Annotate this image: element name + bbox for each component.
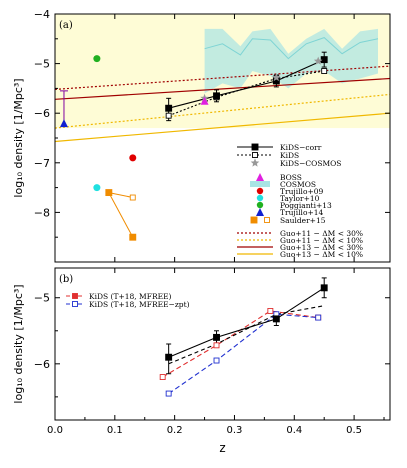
panel-a-label: (a) xyxy=(59,20,73,31)
legend-label: Trujillo+14 xyxy=(280,208,324,217)
kids-line xyxy=(168,70,325,117)
legend-marker xyxy=(256,208,264,216)
y-tick-label: −5 xyxy=(34,58,50,71)
mfree-line xyxy=(162,310,319,378)
saulder15-point xyxy=(129,233,137,241)
y-tick-label: −6 xyxy=(34,358,50,371)
mfree-point xyxy=(159,374,166,380)
legend-marker xyxy=(256,194,264,202)
y-axis-label: log₁₀ density [1/Mpc³] xyxy=(12,78,25,197)
legend-label: Taylor+10 xyxy=(280,194,320,203)
legend-label: COSMOS xyxy=(280,180,316,189)
kids-cosmos-point xyxy=(313,56,323,65)
y-tick-label: −4 xyxy=(34,8,50,21)
legend-marker xyxy=(250,216,258,224)
taylor10-point xyxy=(93,184,101,192)
legend-marker-open xyxy=(264,217,270,223)
panel-b-frame xyxy=(54,267,391,421)
legend-label: KiDS (T+18, MFREE) xyxy=(89,292,172,301)
y-tick-label: −7 xyxy=(34,157,50,170)
mfree-point xyxy=(213,342,220,349)
x-tick-label: 0.2 xyxy=(167,425,183,436)
kids-cosmos-point xyxy=(272,73,281,82)
legend-label: BOSS xyxy=(280,173,302,182)
legend-label: KiDS xyxy=(280,151,299,160)
panel-b-label: (b) xyxy=(59,274,73,285)
boss-point xyxy=(200,96,209,105)
kids-corr-point xyxy=(165,353,173,361)
y-tick-label: −5 xyxy=(34,292,50,305)
guo-line-2 xyxy=(54,77,391,100)
legend-marker xyxy=(256,201,264,209)
legend-label: KiDS−COSMOS xyxy=(280,159,341,168)
trujillo09-point xyxy=(129,154,137,162)
y-tick-label: −6 xyxy=(34,107,50,120)
legend-marker xyxy=(250,158,260,167)
legend-label: Trujillo+09 xyxy=(280,187,324,196)
mfree-point xyxy=(267,308,274,314)
kids-corr-point xyxy=(213,333,220,341)
panel-b: −5 −6 0.0 0.1 0.2 0.3 0.4 0.5 (b) z log₁₀ density … xyxy=(12,267,391,455)
legend-marker xyxy=(250,181,270,187)
legend-label: Poggianti+13 xyxy=(280,201,332,210)
kids-dashed-line xyxy=(168,305,325,365)
kids-point xyxy=(165,112,172,119)
legend-label: KiDS (T+18, MFREE−zpt) xyxy=(89,300,190,309)
legend-marker xyxy=(251,143,259,151)
guo-line-1 xyxy=(54,93,391,129)
legend-label: Guo+11 − ΔM < 10% xyxy=(280,236,363,245)
kids-corr-point xyxy=(165,104,173,112)
panel-a: −4 −5 −6 −7 −8 (a) log₁₀ density [1/Mpc³] KiDS−… xyxy=(12,8,391,263)
legend-marker xyxy=(72,301,78,307)
saulder15-line xyxy=(108,192,134,238)
saulder15-line-open xyxy=(108,192,133,198)
kids-corr-line xyxy=(168,287,325,358)
kids-corr-point xyxy=(320,284,328,292)
legend-label: KiDS−corr xyxy=(280,143,322,152)
mfree-zpt-line xyxy=(168,313,319,395)
legend-label: Saulder+15 xyxy=(280,216,326,225)
legend-marker xyxy=(256,187,264,195)
x-tick-label: 0.1 xyxy=(107,425,123,436)
legend-a: KiDS−corrKiDSKiDS−COSMOSBOSSCOSMOSTrujil… xyxy=(237,143,363,259)
x-tick-label: 0.3 xyxy=(227,425,243,436)
y-tick-label: −8 xyxy=(34,206,50,219)
y-axis-label: log₁₀ density [1/Mpc³] xyxy=(12,284,25,403)
legend-marker xyxy=(72,293,78,299)
guo-line-3 xyxy=(54,112,391,143)
kids-corr-point xyxy=(320,56,328,64)
x-tick-label: 0.5 xyxy=(346,425,362,436)
mfree-zpt-point xyxy=(165,390,172,397)
legend-label: Guo+13 − ΔM < 30% xyxy=(280,243,363,252)
cosmos-band-mid xyxy=(204,37,379,60)
saulder15-point-open xyxy=(129,194,136,201)
poggianti13-point xyxy=(93,55,101,63)
kids-corr-point xyxy=(272,315,280,323)
trujillo14-point xyxy=(59,119,68,128)
kids-corr-line xyxy=(168,59,325,109)
legend-label: Guo+11 − ΔM < 30% xyxy=(280,229,363,238)
legend-label: Guo+13 − ΔM < 10% xyxy=(280,250,363,259)
x-axis-label: z xyxy=(219,441,225,455)
x-tick-label: 0.4 xyxy=(286,425,302,436)
legend-marker xyxy=(256,173,264,181)
x-tick-label: 0.0 xyxy=(47,425,63,436)
saulder15-point xyxy=(105,189,113,197)
kids-corr-point xyxy=(213,92,220,100)
legend-marker xyxy=(252,152,258,158)
mfree-zpt-point xyxy=(213,357,220,364)
mfree-zpt-point xyxy=(315,314,322,321)
legend-b: KiDS (T+18, MFREE)KiDS (T+18, MFREE−zpt) xyxy=(66,292,190,309)
kids-point xyxy=(321,68,328,74)
